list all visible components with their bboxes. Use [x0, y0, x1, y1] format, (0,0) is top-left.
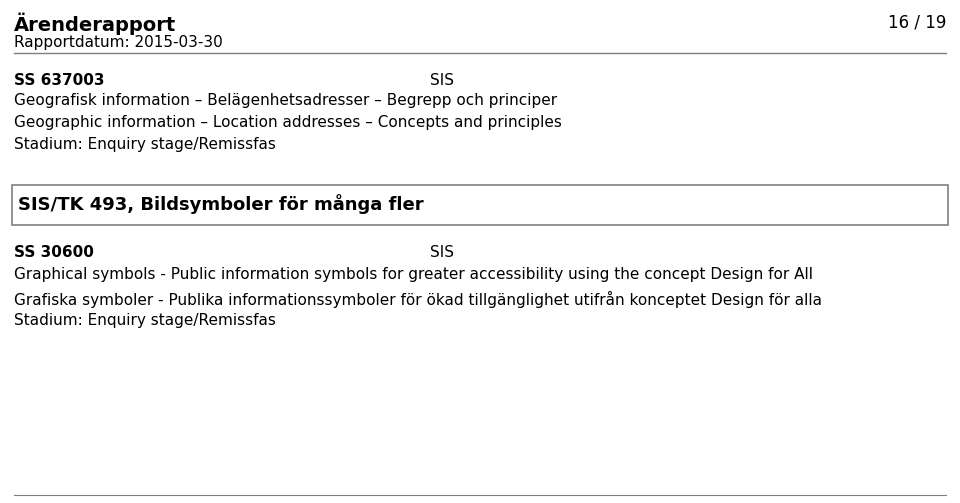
Text: Stadium: Enquiry stage/Remissfas: Stadium: Enquiry stage/Remissfas [14, 313, 276, 328]
Text: Rapportdatum: 2015-03-30: Rapportdatum: 2015-03-30 [14, 35, 223, 50]
FancyBboxPatch shape [12, 185, 948, 225]
Text: 16 / 19: 16 / 19 [888, 13, 946, 31]
Text: Ärenderapport: Ärenderapport [14, 13, 177, 35]
Text: SS 30600: SS 30600 [14, 245, 94, 260]
Text: SIS: SIS [430, 245, 454, 260]
Text: SS 637003: SS 637003 [14, 73, 105, 88]
Text: Geographic information – Location addresses – Concepts and principles: Geographic information – Location addres… [14, 115, 562, 130]
Text: Stadium: Enquiry stage/Remissfas: Stadium: Enquiry stage/Remissfas [14, 137, 276, 152]
Text: SIS/TK 493, Bildsymboler för många fler: SIS/TK 493, Bildsymboler för många fler [18, 194, 423, 214]
Text: SIS: SIS [430, 73, 454, 88]
Text: Graphical symbols - Public information symbols for greater accessibility using t: Graphical symbols - Public information s… [14, 267, 813, 282]
Text: Geografisk information – Belägenhetsadresser – Begrepp och principer: Geografisk information – Belägenhetsadre… [14, 93, 557, 108]
Text: Grafiska symboler - Publika informationssymboler för ökad tillgänglighet utifrån: Grafiska symboler - Publika informations… [14, 291, 822, 308]
